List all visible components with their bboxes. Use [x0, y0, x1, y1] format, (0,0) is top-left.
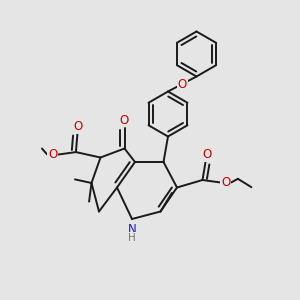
Text: O: O: [202, 148, 211, 161]
Text: O: O: [74, 120, 82, 133]
Text: N: N: [128, 223, 136, 236]
Text: H: H: [128, 232, 136, 243]
Text: O: O: [48, 148, 57, 161]
Text: O: O: [221, 176, 230, 189]
Text: O: O: [120, 113, 129, 127]
Text: O: O: [178, 77, 187, 91]
